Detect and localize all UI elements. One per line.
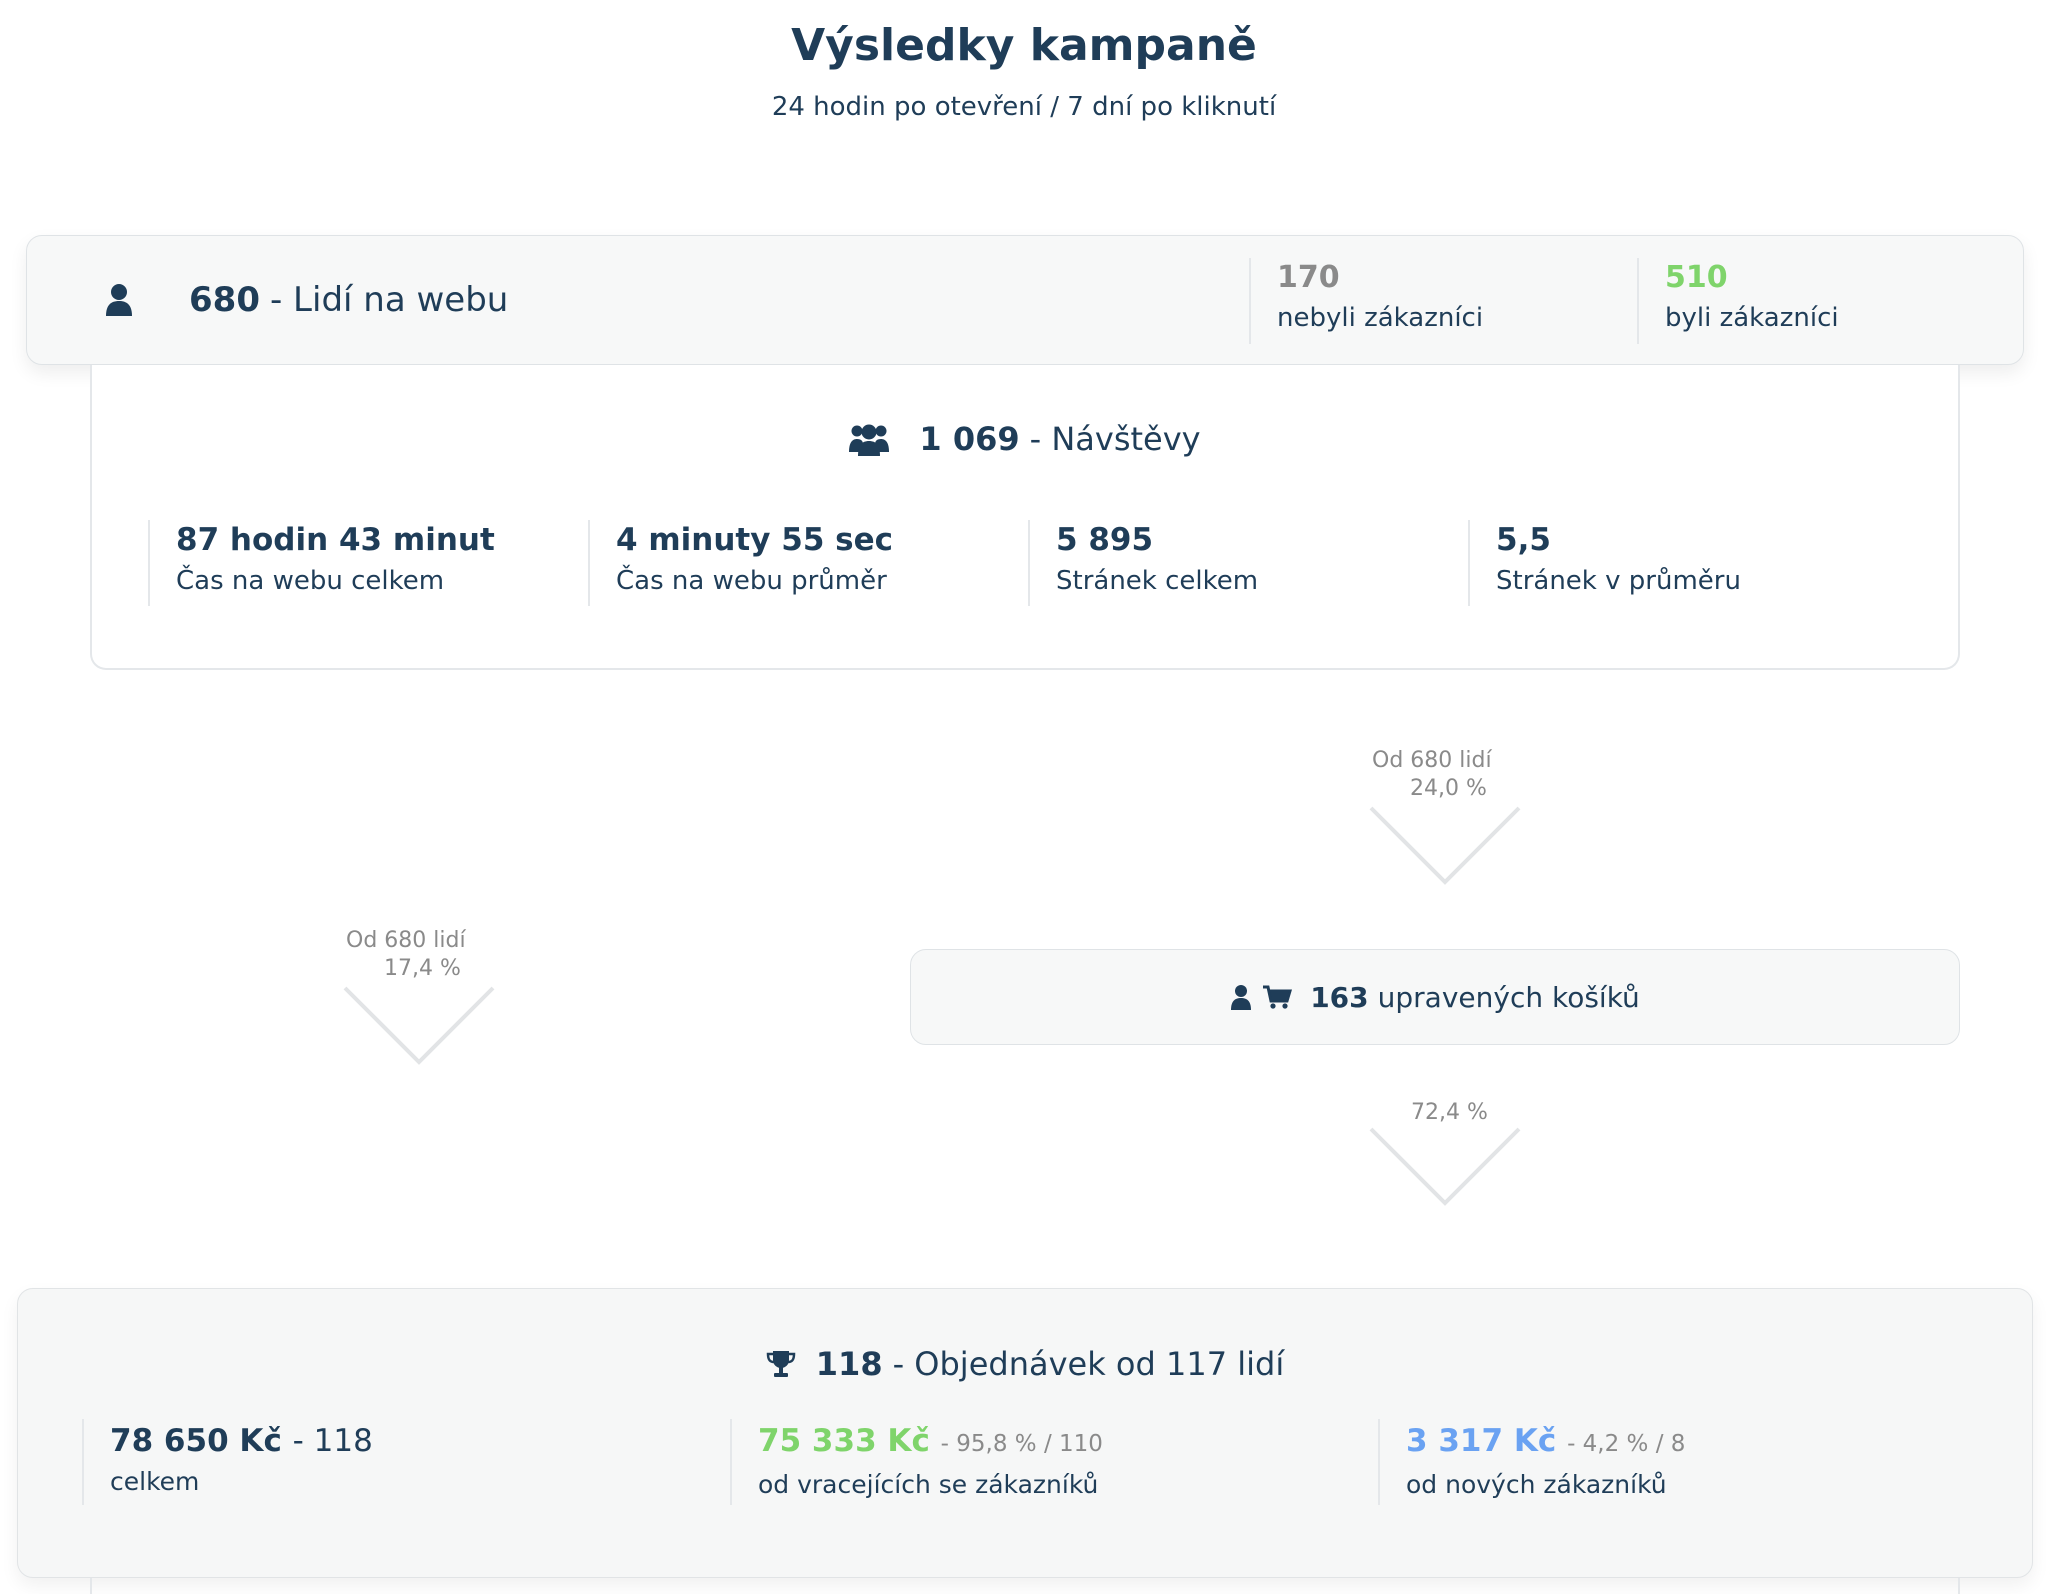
visit-stat-pages-average: 5,5 Stránek v průměru bbox=[1468, 520, 1888, 606]
people-on-web-summary: 680 - Lidí na webu bbox=[105, 280, 508, 320]
visits-label: - Návštěvy bbox=[1029, 420, 1201, 458]
user-icon bbox=[1231, 985, 1252, 1010]
customers-label: byli zákazníci bbox=[1665, 303, 1839, 333]
visit-stat-value: 87 hodin 43 minut bbox=[176, 522, 495, 558]
users-group-icon bbox=[849, 424, 890, 456]
orders-new-value: 3 317 Kč bbox=[1406, 1423, 1557, 1459]
orders-returning-detail: - 95,8 % / 110 bbox=[940, 1431, 1103, 1457]
chevron-down-icon bbox=[1369, 1127, 1521, 1206]
cart-conversion-label: Od 680 lidí 24,0 % bbox=[1372, 747, 1492, 803]
order-conversion-from: Od 680 lidí bbox=[346, 928, 466, 953]
cart-icon bbox=[1263, 985, 1293, 1009]
orders-label: - Objednávek od 117 lidí bbox=[892, 1345, 1285, 1383]
modified-carts-card: 163 upravených košíků bbox=[910, 949, 1960, 1045]
modified-carts-count: 163 bbox=[1310, 980, 1369, 1014]
visit-stat-label: Čas na webu celkem bbox=[176, 566, 445, 596]
orders-returning-label: od vracejících se zákazníků bbox=[758, 1470, 1099, 1499]
people-on-web-card: 680 - Lidí na webu 170 nebyli zákazníci … bbox=[26, 235, 2024, 365]
orders-new-stat: 3 317 Kč - 4,2 % / 8 od nových zákazníků bbox=[1378, 1419, 1998, 1505]
visit-stat-pages-total: 5 895 Stránek celkem bbox=[1028, 520, 1448, 606]
visits-count: 1 069 bbox=[919, 420, 1020, 458]
visits-summary: 1 069 - Návštěvy bbox=[92, 420, 1958, 458]
cart-conversion-from: Od 680 lidí bbox=[1372, 748, 1492, 773]
order-conversion-label: Od 680 lidí 17,4 % bbox=[346, 927, 466, 983]
visit-stat-value: 5,5 bbox=[1496, 522, 1551, 558]
orders-total-stat: 78 650 Kč - 118 celkem bbox=[82, 1419, 702, 1505]
visit-stat-label: Stránek celkem bbox=[1056, 566, 1259, 596]
not-customers-stat: 170 nebyli zákazníci bbox=[1249, 258, 1483, 344]
visits-card: 1 069 - Návštěvy 87 hodin 43 minut Čas n… bbox=[90, 365, 1960, 670]
user-icon bbox=[106, 284, 132, 316]
customers-stat: 510 byli zákazníci bbox=[1637, 258, 1839, 344]
not-customers-label: nebyli zákazníci bbox=[1277, 303, 1484, 333]
visit-stat-total-time: 87 hodin 43 minut Čas na webu celkem bbox=[148, 520, 568, 606]
orders-returning-stat: 75 333 Kč - 95,8 % / 110 od vracejících … bbox=[730, 1419, 1350, 1505]
cart-conversion-pct: 24,0 % bbox=[1410, 776, 1487, 801]
customers-value: 510 bbox=[1665, 260, 1728, 295]
orders-total-label: celkem bbox=[110, 1467, 200, 1496]
orders-summary: 118 - Objednávek od 117 lidí bbox=[18, 1345, 2032, 1383]
next-card-edge bbox=[90, 1578, 1960, 1594]
cart-to-orders-pct: 72,4 % bbox=[1411, 1100, 1488, 1125]
not-customers-value: 170 bbox=[1277, 260, 1340, 295]
orders-total-value: 78 650 Kč bbox=[110, 1423, 282, 1459]
visit-stat-label: Čas na webu průměr bbox=[616, 566, 887, 596]
orders-new-label: od nových zákazníků bbox=[1406, 1470, 1667, 1499]
visit-stat-value: 4 minuty 55 sec bbox=[616, 522, 894, 558]
trophy-icon bbox=[766, 1351, 796, 1377]
visit-stat-label: Stránek v průměru bbox=[1496, 566, 1741, 596]
chevron-down-icon bbox=[343, 986, 495, 1065]
people-count: 680 bbox=[189, 280, 260, 320]
order-conversion-pct: 17,4 % bbox=[384, 956, 461, 981]
orders-new-detail: - 4,2 % / 8 bbox=[1567, 1431, 1686, 1457]
chevron-down-icon bbox=[1369, 806, 1521, 885]
orders-card: 118 - Objednávek od 117 lidí 78 650 Kč -… bbox=[17, 1288, 2033, 1578]
orders-count: 118 bbox=[815, 1345, 883, 1383]
visit-stat-average-time: 4 minuty 55 sec Čas na webu průměr bbox=[588, 520, 1008, 606]
modified-carts-label: upravených košíků bbox=[1377, 980, 1640, 1014]
page-subtitle: 24 hodin po otevření / 7 dní po kliknutí bbox=[771, 92, 1277, 122]
people-label: - Lidí na webu bbox=[269, 280, 509, 320]
page-title: Výsledky kampaně bbox=[791, 20, 1257, 71]
orders-total-count: - 118 bbox=[292, 1423, 373, 1459]
orders-returning-value: 75 333 Kč bbox=[758, 1423, 930, 1459]
visit-stat-value: 5 895 bbox=[1056, 522, 1154, 558]
modified-carts-summary: 163 upravených košíků bbox=[911, 950, 1959, 1044]
